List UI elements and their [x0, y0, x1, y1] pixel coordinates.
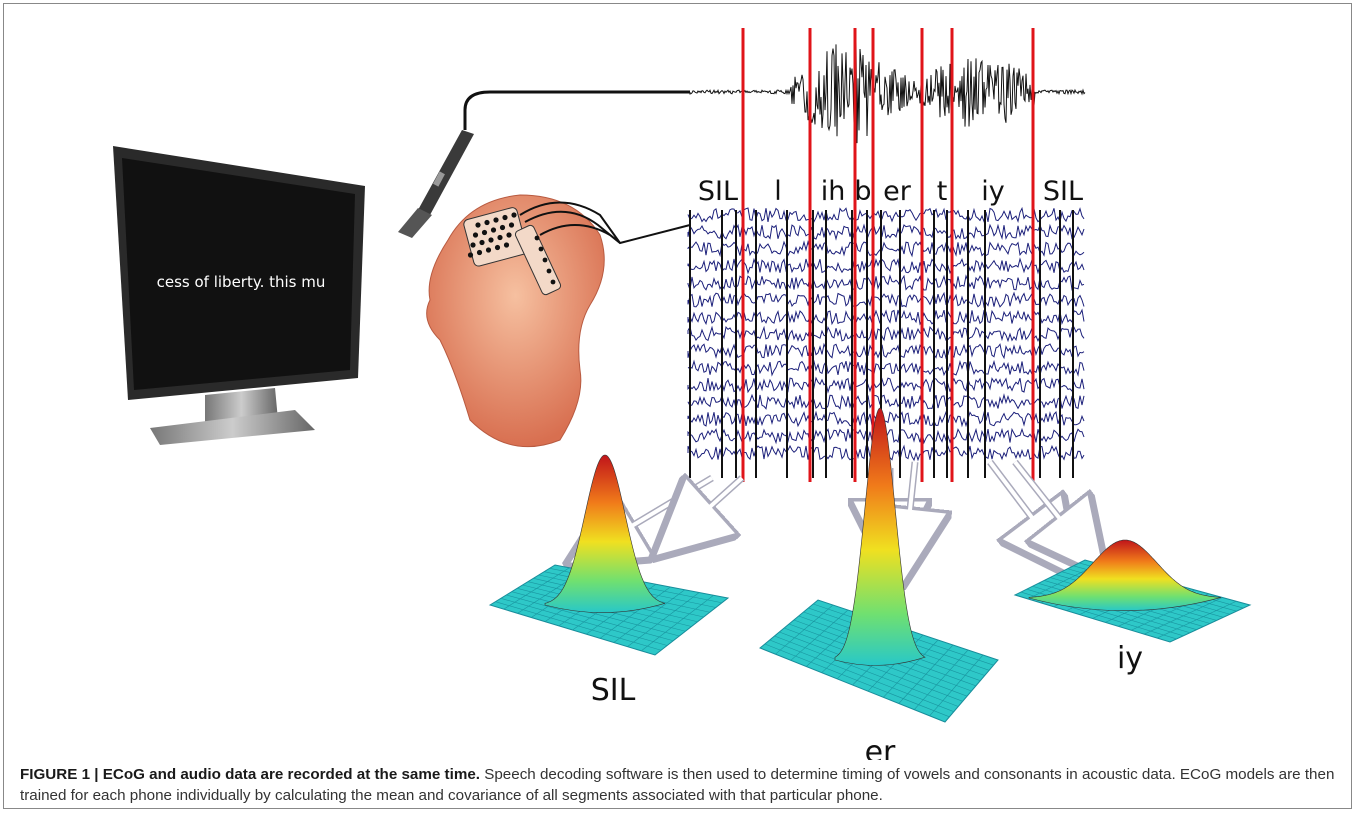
phone-label: b [854, 176, 871, 207]
peak [545, 455, 665, 613]
model-label: er [865, 735, 896, 760]
ecog-trace [688, 378, 1084, 392]
ecog-trace [688, 293, 1084, 307]
ecog-trace [688, 208, 1084, 222]
arrows [600, 462, 1083, 548]
ecog-trace [688, 225, 1084, 239]
phone-label: er [883, 176, 912, 207]
head [427, 195, 690, 447]
phone-label: t [937, 176, 948, 207]
model-label: iy [1117, 641, 1143, 676]
phone-label: l [774, 176, 782, 207]
ecog-trace [688, 276, 1084, 290]
phone-label: iy [981, 176, 1005, 207]
ecog-trace [688, 395, 1084, 409]
page: cess of liberty. this mu SILlihbertiySIL… [0, 0, 1357, 814]
phone-label: SIL [698, 176, 738, 207]
model-label: SIL [591, 673, 636, 708]
monitor-text: cess of liberty. this mu [157, 273, 326, 291]
ecog-trace [688, 344, 1084, 358]
ecog-trace [688, 242, 1084, 256]
ecog-trace [688, 361, 1084, 375]
caption-title: FIGURE 1 | ECoG and audio data are recor… [20, 766, 480, 783]
ecog-trace [688, 259, 1084, 273]
ecog-trace [688, 310, 1084, 324]
phone-label: SIL [1043, 176, 1083, 207]
phone-label: ih [821, 176, 846, 207]
caption: FIGURE 1 | ECoG and audio data are recor… [20, 764, 1340, 806]
ecog-trace [688, 412, 1084, 426]
monitor: cess of liberty. this mu [113, 146, 365, 445]
ecog-trace [688, 327, 1084, 341]
audio-waveform [690, 42, 1085, 144]
arrow-body [682, 478, 742, 532]
waveform [690, 42, 1085, 144]
